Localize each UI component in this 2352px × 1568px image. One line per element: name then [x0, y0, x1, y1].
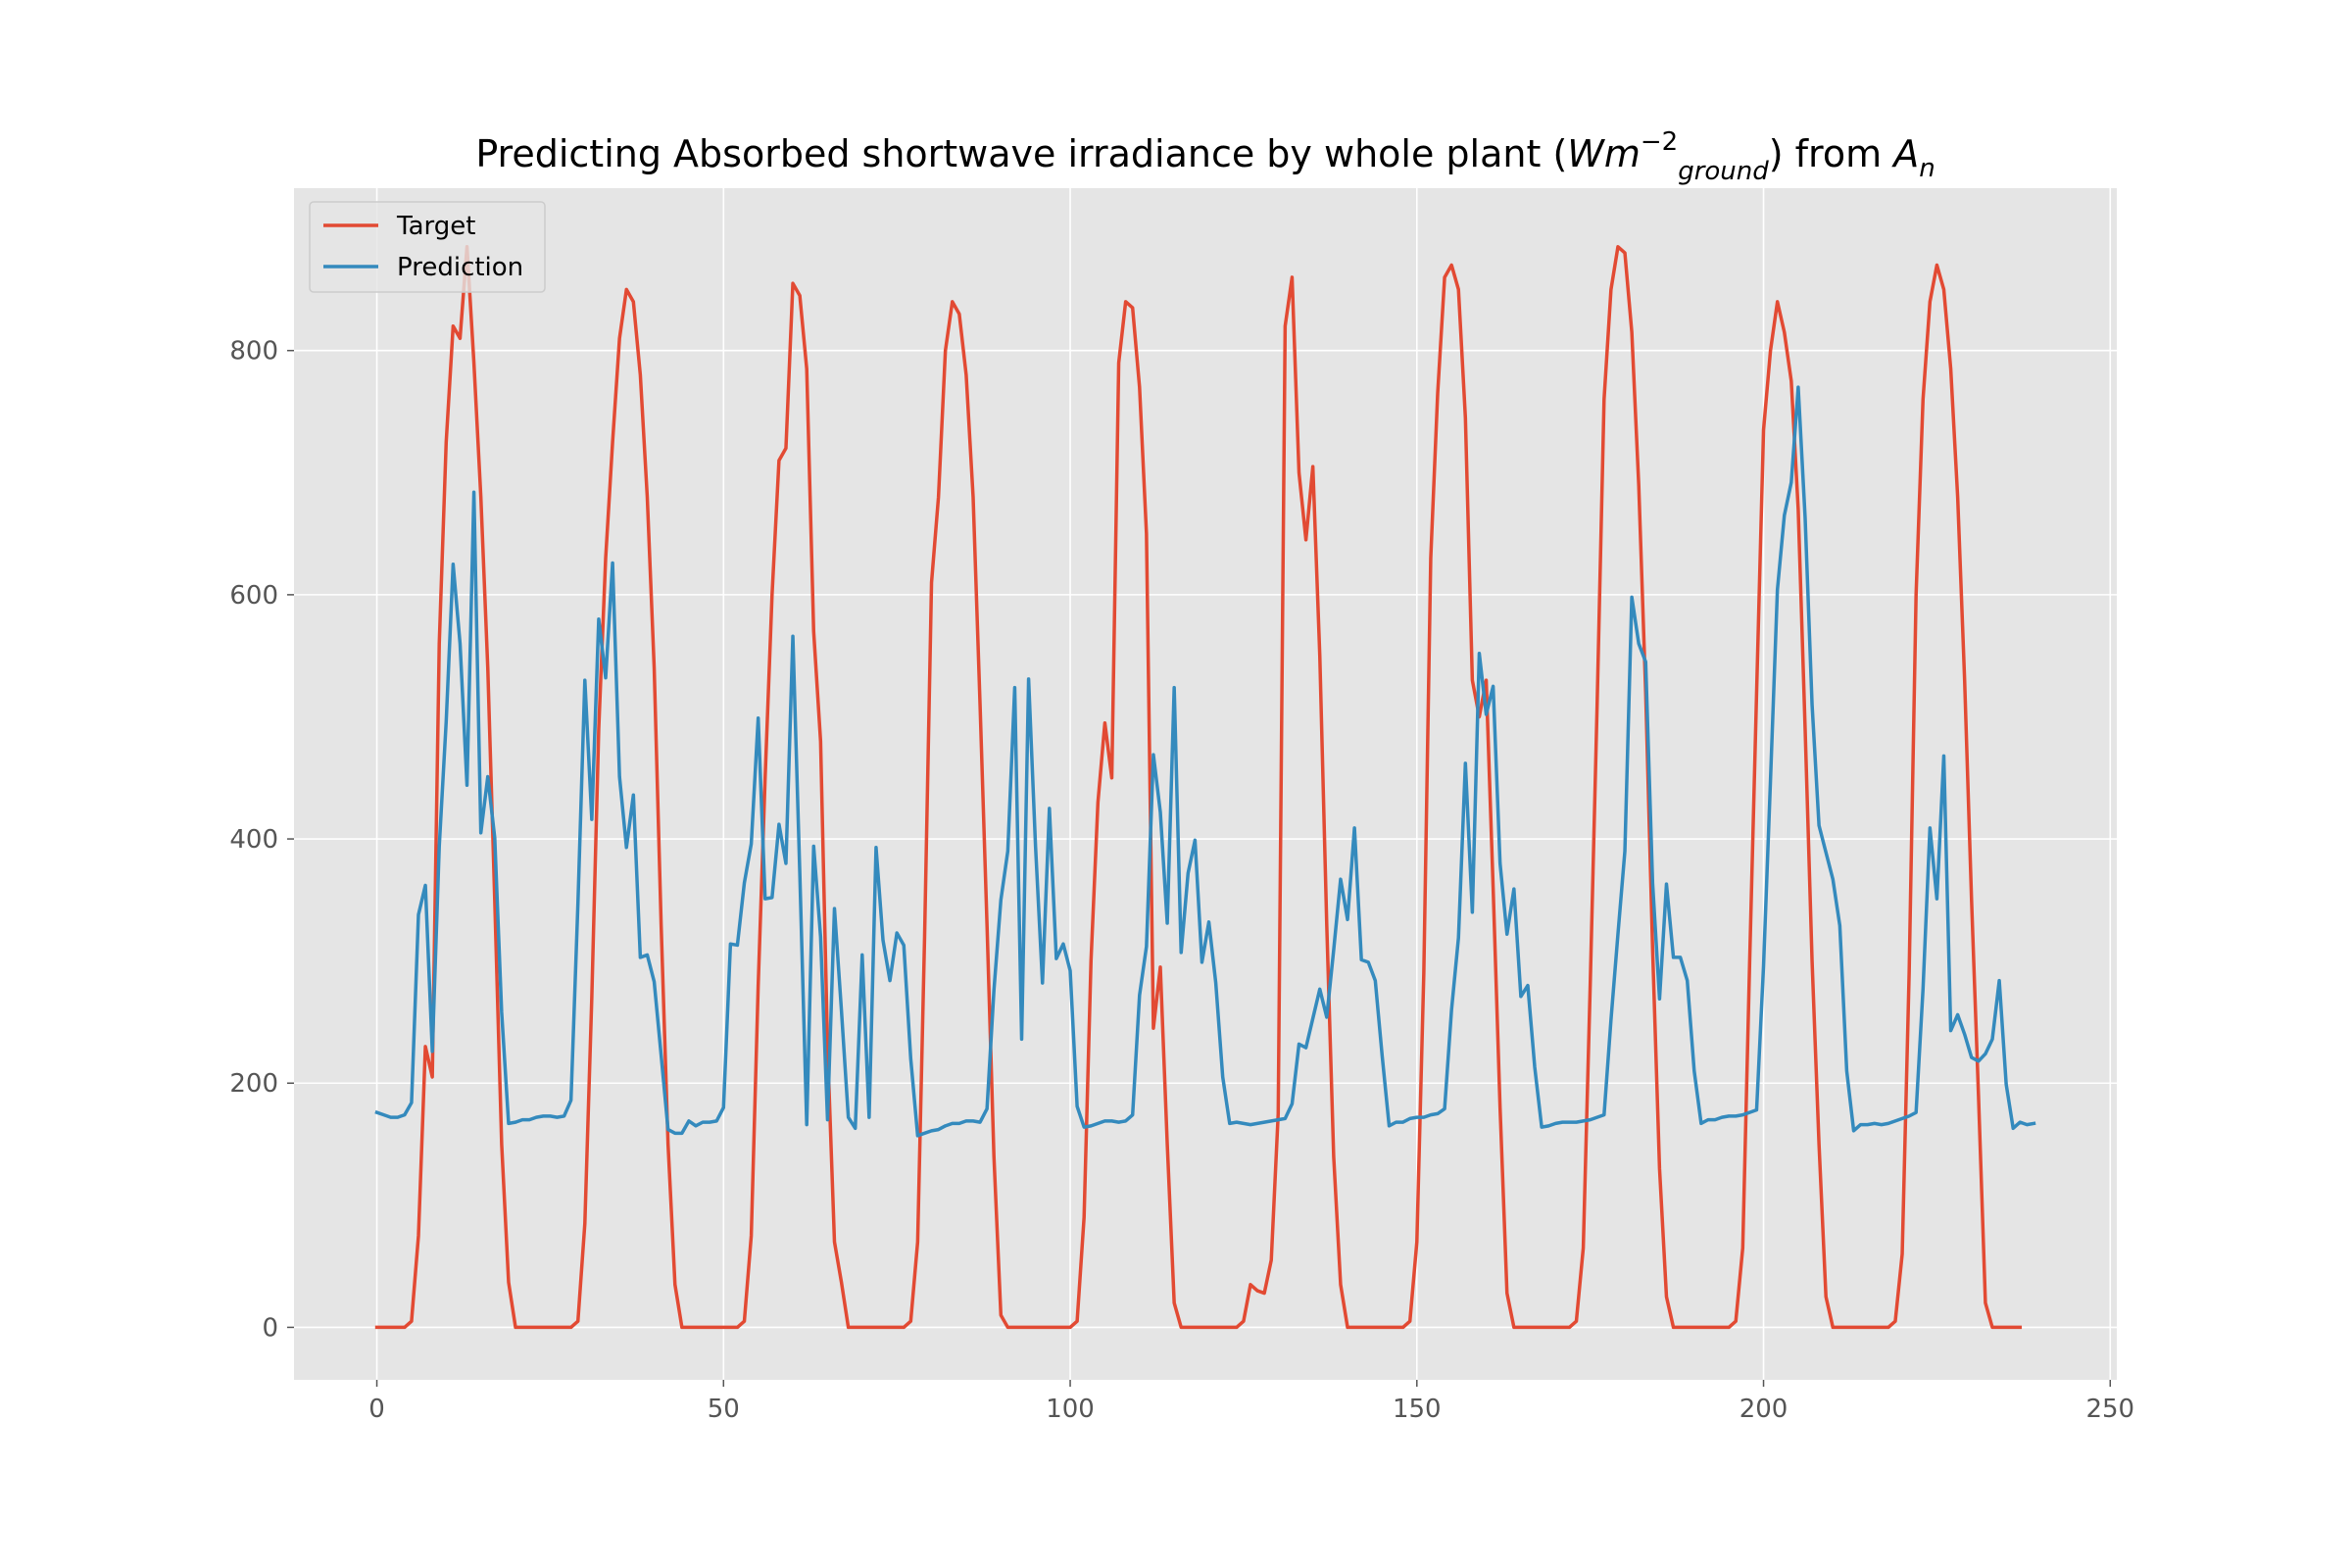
series-line-prediction	[374, 385, 2036, 1138]
axis-ticks: 0 50 100 150 200 250 0 200 400 600 800	[229, 337, 2134, 1424]
x-tick-label: 200	[1740, 1395, 1788, 1424]
x-tick-label: 150	[1393, 1395, 1442, 1424]
series-line-target	[374, 245, 2023, 1330]
legend-prediction-label: Prediction	[397, 253, 523, 282]
y-tick-label: 600	[229, 581, 278, 611]
legend: Target Prediction	[309, 201, 546, 293]
x-tick-label: 0	[368, 1395, 385, 1424]
chart-title: Predicting Absorbed shortwave irradiance…	[475, 127, 1935, 186]
x-tick-label: 50	[708, 1395, 740, 1424]
y-tick-label: 800	[229, 337, 278, 367]
y-tick-label: 400	[229, 825, 278, 855]
y-tick-label: 0	[262, 1313, 278, 1343]
x-tick-label: 100	[1046, 1395, 1095, 1424]
legend-target-label: Target	[396, 212, 475, 241]
y-tick-label: 200	[229, 1069, 278, 1099]
plot-background	[294, 188, 2117, 1380]
series-layer	[374, 245, 2036, 1330]
grid-lines	[294, 188, 2117, 1380]
x-tick-label: 250	[2085, 1395, 2134, 1424]
